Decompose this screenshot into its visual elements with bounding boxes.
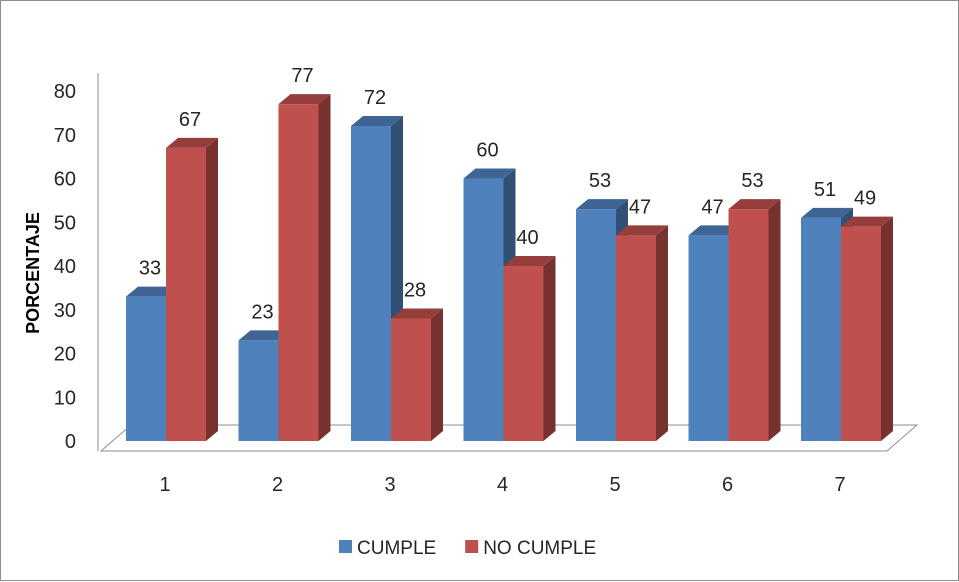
- bar-front: [351, 126, 391, 441]
- data-label: 47: [629, 196, 651, 218]
- bar-front: [688, 235, 729, 441]
- data-label: 23: [251, 301, 273, 323]
- bar-front: [463, 178, 504, 441]
- legend-label: NO CUMPLE: [483, 538, 596, 559]
- bar-front: [728, 209, 769, 441]
- bar-no-cumple-4: [503, 256, 556, 441]
- bar-top: [351, 116, 403, 126]
- bar-top: [841, 216, 893, 227]
- bar-top: [166, 137, 218, 148]
- y-axis: 0 10 20 30 40 50 60 70 80: [54, 81, 76, 453]
- bar-top: [616, 225, 668, 236]
- y-tick-label: 10: [54, 387, 76, 409]
- data-label: 40: [516, 227, 538, 249]
- data-label: 51: [814, 179, 836, 201]
- bar-group: [126, 94, 893, 441]
- legend: CUMPLE NO CUMPLE: [339, 538, 596, 559]
- x-tick-label: 2: [272, 474, 283, 496]
- x-tick-label: 7: [834, 474, 845, 496]
- bar-top: [801, 207, 853, 218]
- y-axis-title: PORCENTAJE: [23, 212, 43, 334]
- bar-side: [543, 256, 556, 441]
- data-label: 33: [139, 258, 161, 280]
- x-tick-label: 4: [497, 474, 508, 496]
- y-tick-label: 40: [54, 256, 76, 278]
- bar-top: [728, 199, 781, 210]
- bar-top: [463, 168, 516, 179]
- bar-no-cumple-3: [391, 308, 443, 441]
- bar-top: [238, 330, 291, 341]
- bar-no-cumple-6: [728, 199, 781, 441]
- data-label: 28: [404, 280, 426, 302]
- bar-side: [768, 199, 781, 441]
- legend-item: NO CUMPLE: [465, 538, 596, 559]
- bar-top: [391, 308, 443, 319]
- bar-top: [278, 94, 331, 105]
- x-tick-label: 5: [609, 474, 620, 496]
- y-tick-label: 0: [65, 431, 76, 453]
- bar-top: [688, 225, 741, 236]
- data-label: 67: [179, 109, 201, 131]
- bar-front: [278, 104, 319, 441]
- bar-front: [391, 318, 431, 441]
- bar-side: [318, 94, 331, 441]
- bar-front: [238, 340, 279, 441]
- bar-top: [126, 286, 178, 297]
- bar-top: [576, 199, 628, 210]
- y-tick-label: 20: [54, 344, 76, 366]
- bar-side: [656, 225, 668, 441]
- bar-front: [841, 226, 881, 441]
- legend-swatch: [465, 540, 479, 553]
- data-label: 72: [364, 87, 386, 109]
- bar-side: [206, 137, 218, 441]
- bar-no-cumple-7: [841, 216, 893, 441]
- bar-no-cumple-5: [616, 225, 668, 441]
- y-tick-label: 30: [54, 300, 76, 322]
- data-label: 77: [291, 65, 313, 87]
- bar-side: [431, 308, 443, 441]
- bar-front: [576, 209, 616, 441]
- legend-label: CUMPLE: [357, 538, 436, 559]
- bar-front: [616, 235, 656, 441]
- data-label: 60: [476, 140, 498, 162]
- data-labels: 33 67 23 77 72 28 60 40 53 47 47 53 51 49: [139, 65, 876, 323]
- x-tick-label: 3: [384, 474, 395, 496]
- bar-side: [881, 216, 893, 441]
- bar-top: [503, 256, 556, 266]
- bar-front: [503, 266, 544, 441]
- bar-front: [126, 296, 166, 441]
- data-label: 53: [589, 170, 611, 192]
- y-tick-label: 50: [54, 212, 76, 234]
- bar-no-cumple-2: [278, 94, 331, 441]
- bar-front: [801, 217, 841, 441]
- bar-front: [166, 147, 206, 441]
- data-label: 47: [701, 196, 723, 218]
- y-tick-label: 60: [54, 169, 76, 191]
- x-tick-label: 1: [159, 474, 170, 496]
- legend-swatch: [339, 540, 352, 553]
- x-tick-label: 6: [722, 474, 733, 496]
- bar-cumple-3: [351, 116, 403, 441]
- y-tick-label: 70: [54, 125, 76, 147]
- data-label: 49: [854, 188, 876, 210]
- legend-item: CUMPLE: [339, 538, 436, 559]
- data-label: 53: [741, 170, 763, 192]
- x-axis: 1 2 3 4 5 6 7: [159, 474, 845, 496]
- bar-no-cumple-1: [166, 137, 218, 441]
- y-tick-label: 80: [54, 81, 76, 103]
